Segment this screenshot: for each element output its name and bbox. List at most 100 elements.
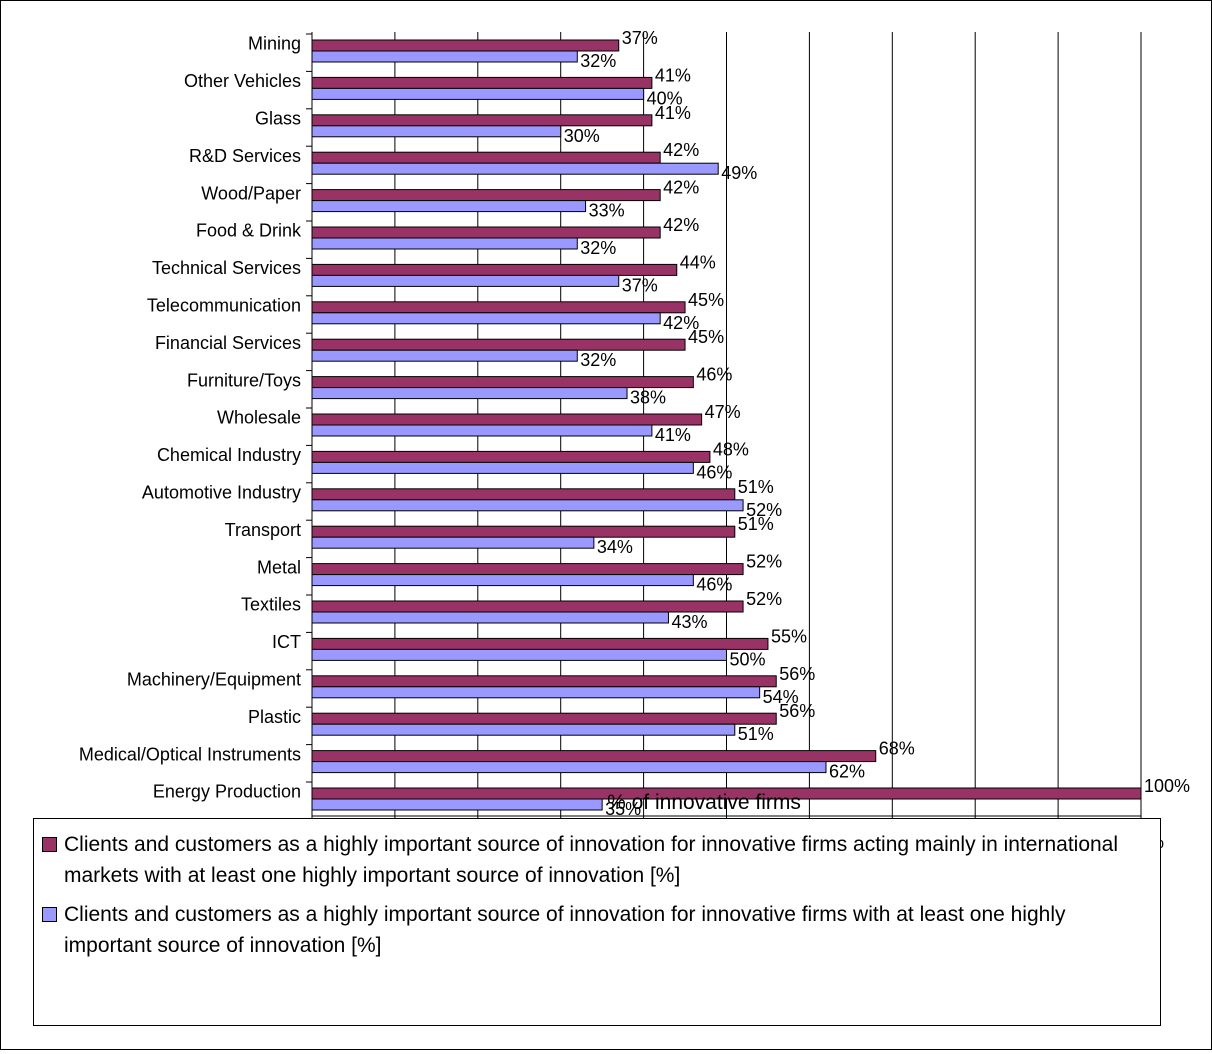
category-label: Plastic <box>248 707 301 727</box>
bar-all <box>311 761 827 774</box>
legend-swatch-all <box>42 907 57 922</box>
bar-international <box>311 301 686 314</box>
bar-international <box>311 76 653 89</box>
bar-international <box>311 114 653 127</box>
bar-international <box>311 189 661 202</box>
value-label-all: 34% <box>597 537 633 557</box>
bar-all <box>311 686 761 699</box>
value-label-international: 42% <box>663 215 699 235</box>
bar-international <box>311 637 769 650</box>
value-label-international: 45% <box>688 290 724 310</box>
value-label-all: 52% <box>746 500 782 520</box>
category-label: Wholesale <box>217 408 301 428</box>
bar-all <box>311 312 661 325</box>
value-label-international: 51% <box>738 477 774 497</box>
value-label-international: 45% <box>688 327 724 347</box>
value-label-all: 50% <box>730 649 766 669</box>
bar-international <box>311 450 711 463</box>
bar-all <box>311 237 578 250</box>
bar-all <box>311 87 645 100</box>
bar-all <box>311 648 727 661</box>
value-label-all: 33% <box>589 201 625 221</box>
value-label-international: 46% <box>696 365 732 385</box>
value-label-all: 38% <box>630 388 666 408</box>
legend-swatch-international <box>42 837 57 852</box>
value-label-international: 56% <box>779 701 815 721</box>
bar-international <box>311 488 736 501</box>
bar-international <box>311 750 877 763</box>
bar-international <box>311 263 678 276</box>
bar-international <box>311 151 661 164</box>
value-label-international: 56% <box>779 664 815 684</box>
bar-all <box>311 723 736 736</box>
bar-all <box>311 200 587 213</box>
bar-international <box>311 376 694 389</box>
bar-international <box>311 413 703 426</box>
value-label-all: 40% <box>647 88 683 108</box>
category-label: Machinery/Equipment <box>127 670 301 690</box>
category-label: ICT <box>272 632 301 652</box>
value-label-international: 41% <box>655 103 691 123</box>
bar-all <box>311 274 620 287</box>
value-label-international: 42% <box>663 178 699 198</box>
value-label-all: 46% <box>696 462 732 482</box>
category-label: Glass <box>255 109 301 129</box>
value-label-all: 35% <box>605 799 641 819</box>
value-label-all: 42% <box>663 313 699 333</box>
category-label: Financial Services <box>155 333 301 353</box>
legend-label-international: Clients and customers as a highly import… <box>64 833 1119 887</box>
legend-item-all: Clients and customers as a highly import… <box>42 899 1148 961</box>
value-label-all: 37% <box>622 275 658 295</box>
value-label-international: 37% <box>622 28 658 48</box>
category-label: Textiles <box>241 595 301 615</box>
bar-international <box>311 525 736 538</box>
value-label-all: 62% <box>829 762 865 782</box>
bar-international <box>311 338 686 351</box>
category-label: Food & Drink <box>196 221 302 241</box>
bar-all <box>311 611 669 624</box>
bar-all <box>311 798 603 811</box>
value-label-international: 48% <box>713 439 749 459</box>
value-label-international: 44% <box>680 252 716 272</box>
bar-all <box>311 536 595 549</box>
bar-all <box>311 50 578 63</box>
x-axis-title: % of innovative firms <box>607 791 801 814</box>
bar-international <box>311 226 661 239</box>
value-label-all: 51% <box>738 724 774 744</box>
bar-all <box>311 574 694 587</box>
bar-international <box>311 39 620 52</box>
category-label: Telecommunication <box>147 296 301 316</box>
value-label-international: 55% <box>771 626 807 646</box>
category-label: Other Vehicles <box>184 71 301 91</box>
bar-international <box>311 712 777 725</box>
category-label: Technical Services <box>152 258 301 278</box>
value-label-all: 32% <box>580 350 616 370</box>
bar-all <box>311 162 719 175</box>
legend-label-all: Clients and customers as a highly import… <box>64 903 1066 957</box>
value-label-international: 52% <box>746 589 782 609</box>
value-label-all: 54% <box>763 687 799 707</box>
value-label-all: 43% <box>671 612 707 632</box>
category-label: Automotive Industry <box>142 483 301 503</box>
bar-all <box>311 387 628 400</box>
bar-international <box>311 563 744 576</box>
category-label: Transport <box>225 520 301 540</box>
legend-item-international: Clients and customers as a highly import… <box>42 829 1148 891</box>
value-label-international: 52% <box>746 552 782 572</box>
bar-all <box>311 125 562 138</box>
value-label-international: 68% <box>879 739 915 759</box>
value-label-all: 49% <box>721 163 757 183</box>
bars <box>311 39 1142 811</box>
legend: Clients and customers as a highly import… <box>33 818 1161 1026</box>
value-label-international: 51% <box>738 514 774 534</box>
value-label-international: 100% <box>1144 776 1190 796</box>
category-label: Energy Production <box>153 782 301 802</box>
category-label: Furniture/Toys <box>187 370 301 390</box>
category-label: Mining <box>248 34 301 54</box>
value-label-all: 41% <box>655 425 691 445</box>
bar-all <box>311 349 578 362</box>
value-label-all: 32% <box>580 51 616 71</box>
bar-all <box>311 424 653 437</box>
value-label-international: 41% <box>655 65 691 85</box>
